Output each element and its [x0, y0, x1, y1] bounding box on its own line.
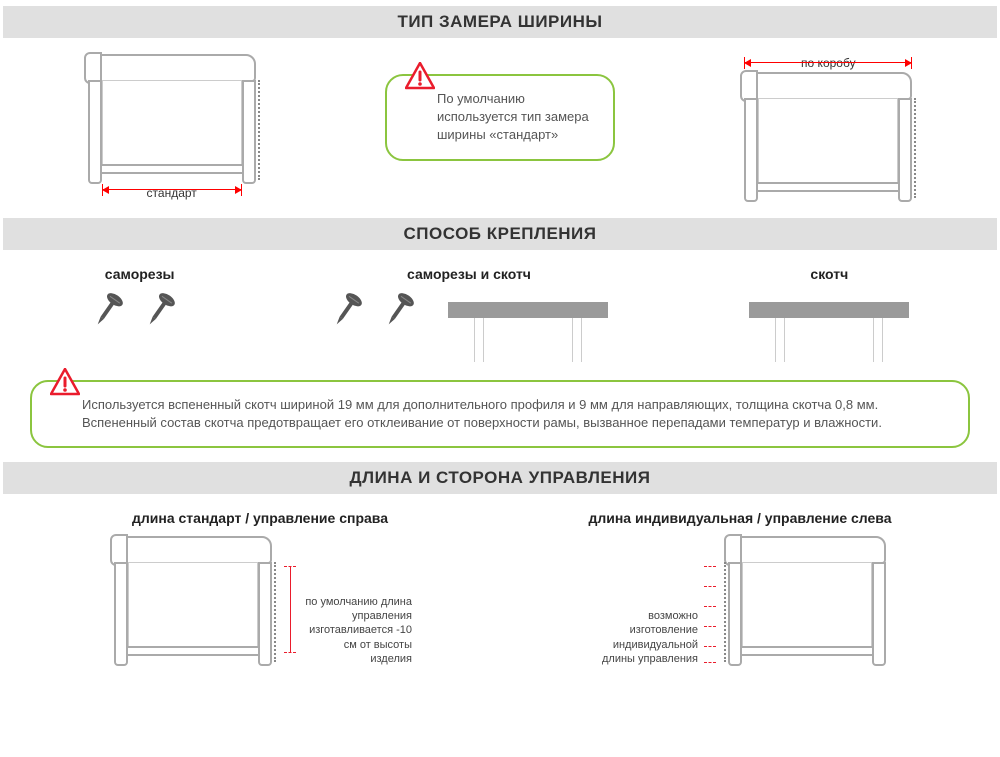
width-option-standard: стандарт	[82, 54, 262, 200]
control-option-right: длина стандарт / управление справа по ум…	[39, 510, 481, 666]
control-right-wrap: по умолчанию длина управления изготавлив…	[108, 536, 412, 666]
blind-diagram-box	[738, 72, 918, 202]
tape-mount-diagram	[448, 292, 608, 362]
control-note-right: по умолчанию длина управления изготавлив…	[302, 595, 412, 666]
screws-icon-2	[330, 292, 428, 338]
alert-icon	[405, 62, 435, 90]
mount-label-screws-tape: саморезы и скотч	[407, 266, 531, 282]
alert-icon	[50, 368, 80, 396]
control-left-wrap: возможно изготовление индивидуальной дли…	[588, 536, 892, 666]
mount-option-tape: скотч	[749, 266, 909, 362]
mounting-row: саморезы саморезы и скотч	[0, 256, 1000, 372]
blind-diagram-standard	[82, 54, 262, 184]
mount-label-screws: саморезы	[105, 266, 175, 282]
mounting-callout: Используется вспененный скотч шириной 19…	[30, 380, 970, 448]
blind-diagram-left	[722, 536, 892, 666]
width-callout: По умолчанию используется тип замера шир…	[385, 74, 615, 161]
control-row: длина стандарт / управление справа по ум…	[0, 500, 1000, 676]
measure-arrow-standard	[102, 189, 242, 190]
vmarker-left	[704, 536, 716, 666]
width-measure-row: стандарт По умолчанию используется тип з…	[0, 44, 1000, 212]
mount-option-screws-tape: саморезы и скотч	[330, 266, 608, 362]
screws-icon	[91, 292, 189, 338]
measure-arrow-box	[744, 62, 912, 63]
blind-diagram-right	[108, 536, 278, 666]
control-option-left: длина индивидуальная / управление слева …	[519, 510, 961, 666]
width-callout-text: По умолчанию используется тип замера шир…	[437, 91, 589, 142]
section-header-control: ДЛИНА И СТОРОНА УПРАВЛЕНИЯ	[3, 462, 997, 494]
mount-option-screws: саморезы	[91, 266, 189, 338]
control-label-right: длина стандарт / управление справа	[132, 510, 388, 526]
width-option-box: по коробу	[738, 54, 918, 202]
section-header-width: ТИП ЗАМЕРА ШИРИНЫ	[3, 6, 997, 38]
control-label-left: длина индивидуальная / управление слева	[588, 510, 891, 526]
tape-mount-diagram-2	[749, 292, 909, 362]
mounting-callout-text: Используется вспененный скотч шириной 19…	[82, 397, 882, 430]
section-header-mounting: СПОСОБ КРЕПЛЕНИЯ	[3, 218, 997, 250]
vmarker-right	[284, 536, 296, 666]
mount-label-tape: скотч	[810, 266, 848, 282]
control-note-left: возможно изготовление индивидуальной дли…	[588, 609, 698, 666]
measure-label-box: по коробу	[801, 56, 856, 70]
